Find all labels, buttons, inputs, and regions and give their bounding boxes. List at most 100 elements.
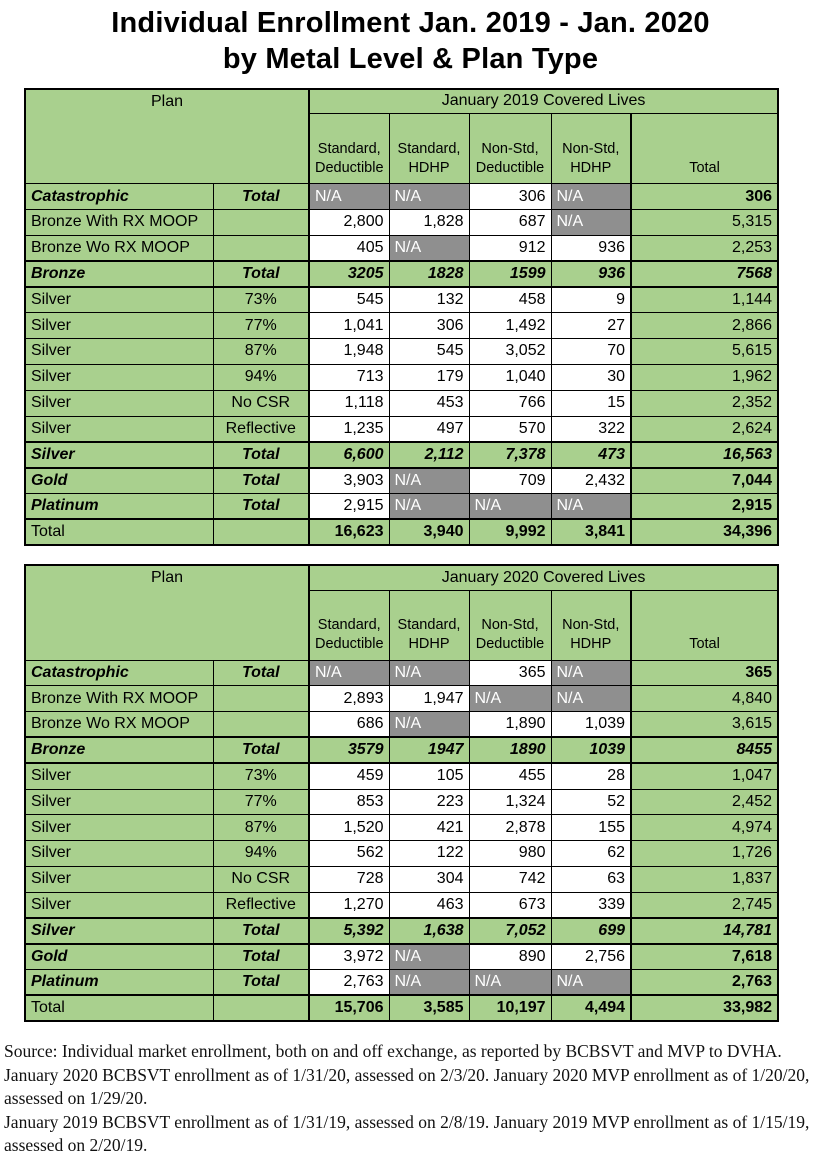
row-label: Silver (24, 312, 214, 340)
data-cell: 2,756 (550, 943, 632, 971)
enrollment-table-jan-2019: Plan January 2019 Covered Lives Standard… (24, 87, 780, 547)
data-cell: 52 (550, 788, 632, 816)
row-label: Total (24, 994, 214, 1022)
data-cell: 339 (550, 891, 632, 919)
row-sublabel: 77% (212, 312, 310, 340)
row-label: Silver (24, 917, 214, 945)
row-sublabel (212, 209, 310, 236)
table-row: Catastrophic Total N/A N/A 306 N/A 306 (24, 183, 779, 211)
row-total-cell: 33,982 (629, 994, 779, 1022)
data-cell: 673 (468, 891, 552, 919)
table-row: Catastrophic Total N/A N/A 365 N/A 365 (24, 659, 779, 687)
data-cell: 7,052 (468, 917, 552, 945)
data-cell: 2,878 (468, 814, 552, 842)
row-total-cell: 1,047 (629, 762, 779, 790)
row-total-cell: 2,624 (629, 415, 779, 443)
row-label: Bronze Wo RX MOOP (24, 235, 214, 262)
data-cell: 699 (550, 917, 632, 945)
data-cell: 1599 (468, 260, 552, 289)
row-total-cell: 2,745 (629, 891, 779, 919)
data-cell: N/A (550, 969, 632, 996)
data-cell: 890 (468, 943, 552, 971)
data-cell: N/A (550, 209, 632, 236)
row-total-cell: 2,866 (629, 312, 779, 340)
data-cell: 3,841 (550, 518, 632, 546)
data-cell: 1,324 (468, 788, 552, 816)
data-cell: N/A (388, 969, 470, 996)
table-row: Bronze Wo RX MOOP 405 N/A 912 936 2,253 (24, 235, 779, 262)
data-cell: 545 (388, 338, 470, 365)
data-cell: 728 (308, 865, 390, 893)
data-cell: 421 (388, 814, 470, 842)
row-sublabel: Total (212, 917, 310, 945)
data-cell: 9 (550, 286, 632, 314)
table-row: Total 15,706 3,585 10,197 4,494 33,982 (24, 994, 779, 1022)
row-sublabel: Reflective (212, 891, 310, 919)
row-sublabel: Total (212, 183, 310, 211)
data-cell: 686 (308, 711, 390, 738)
data-cell: 2,800 (308, 209, 390, 236)
data-cell: 742 (468, 865, 552, 893)
col-header-standard-deductible: Standard, Deductible (308, 589, 390, 661)
row-sublabel: No CSR (212, 389, 310, 417)
row-label: Silver (24, 865, 214, 893)
row-total-cell: 5,315 (629, 209, 779, 236)
data-cell: 455 (468, 762, 552, 790)
row-total-cell: 306 (629, 183, 779, 211)
data-cell: N/A (468, 969, 552, 996)
data-cell: 3579 (308, 736, 390, 765)
row-total-cell: 2,352 (629, 389, 779, 417)
data-cell: 30 (550, 363, 632, 391)
table-row: Silver 94% 562 122 980 62 1,726 (24, 840, 779, 867)
row-total-cell: 3,615 (629, 711, 779, 738)
data-cell: 105 (388, 762, 470, 790)
page-title-line1: Individual Enrollment Jan. 2019 - Jan. 2… (111, 7, 710, 39)
data-cell: 473 (550, 440, 632, 469)
data-cell: 7,378 (468, 440, 552, 469)
row-sublabel: 77% (212, 788, 310, 816)
data-cell: 2,763 (308, 969, 390, 996)
data-cell: 3,940 (388, 518, 470, 546)
row-sublabel (212, 518, 310, 546)
data-cell: 223 (388, 788, 470, 816)
row-sublabel (212, 994, 310, 1022)
data-cell: 1,040 (468, 363, 552, 391)
data-cell: 155 (550, 814, 632, 842)
col-header-nonstd-hdhp: Non-Std, HDHP (550, 113, 632, 185)
data-cell: N/A (550, 492, 632, 520)
data-cell: 936 (550, 260, 632, 289)
table-row: Silver 94% 713 179 1,040 30 1,962 (24, 363, 779, 391)
data-cell: 16,623 (308, 518, 390, 546)
table-row: Bronze Wo RX MOOP 686 N/A 1,890 1,039 3,615 (24, 711, 779, 738)
row-sublabel: 73% (212, 286, 310, 314)
row-total-cell: 1,144 (629, 286, 779, 314)
data-cell: 1,890 (468, 711, 552, 738)
data-cell: 2,432 (550, 467, 632, 494)
data-cell: 10,197 (468, 994, 552, 1022)
row-label: Silver (24, 286, 214, 314)
data-cell: N/A (550, 685, 632, 713)
data-cell: N/A (388, 235, 470, 262)
row-total-cell: 1,726 (629, 840, 779, 867)
table-row: Silver 73% 459 105 455 28 1,047 (24, 762, 779, 790)
row-label: Total (24, 518, 214, 546)
row-label: Gold (24, 467, 214, 494)
data-cell: 15 (550, 389, 632, 417)
row-label: Silver (24, 415, 214, 443)
data-cell: 463 (388, 891, 470, 919)
data-cell: N/A (468, 685, 552, 713)
data-cell: 1,039 (550, 711, 632, 738)
plan-header: Plan (24, 88, 310, 185)
footnote-2020: January 2020 BCBSVT enrollment as of 1/3… (4, 1064, 810, 1109)
row-sublabel (212, 685, 310, 713)
col-header-standard-hdhp: Standard, HDHP (388, 589, 470, 661)
row-sublabel: 94% (212, 840, 310, 867)
row-label: Silver (24, 363, 214, 391)
data-cell: 3,903 (308, 467, 390, 494)
data-cell: 1,638 (388, 917, 470, 945)
row-total-cell: 14,781 (629, 917, 779, 945)
data-cell: 3,972 (308, 943, 390, 971)
row-sublabel: Total (212, 736, 310, 765)
table-row: Silver 77% 1,041 306 1,492 27 2,866 (24, 312, 779, 340)
data-cell: 766 (468, 389, 552, 417)
